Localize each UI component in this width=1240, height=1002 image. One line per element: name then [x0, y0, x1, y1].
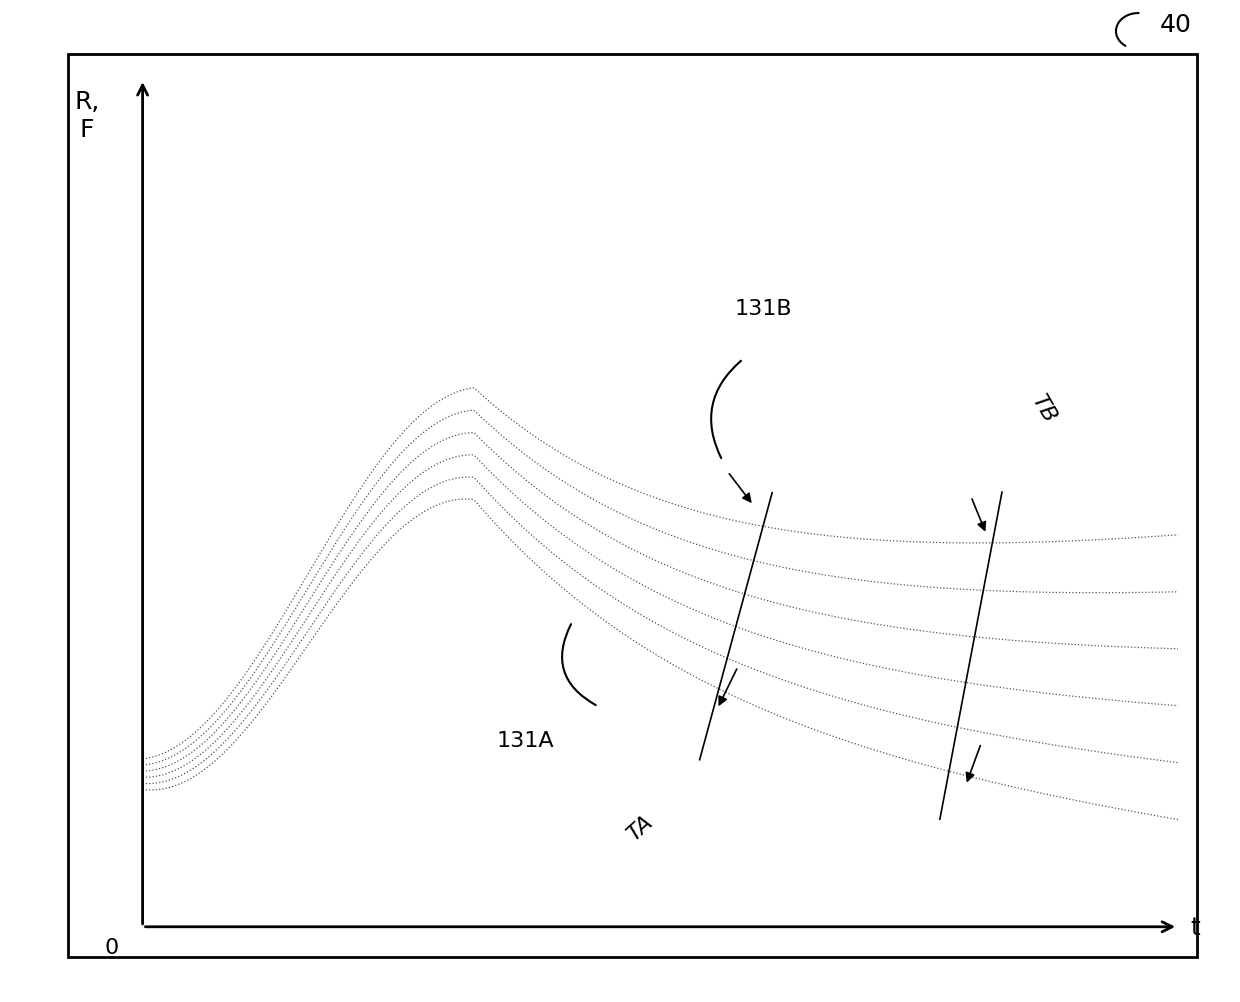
Text: 131B: 131B [735, 299, 792, 319]
Bar [68, 55, 1197, 957]
Text: 40: 40 [1159, 13, 1192, 37]
Text: TA: TA [622, 812, 656, 844]
Text: 131A: 131A [497, 730, 554, 750]
Text: 0: 0 [104, 937, 119, 957]
Text: t: t [1190, 915, 1200, 939]
Text: R,
F: R, F [74, 90, 99, 142]
Text: TB: TB [1028, 391, 1059, 426]
